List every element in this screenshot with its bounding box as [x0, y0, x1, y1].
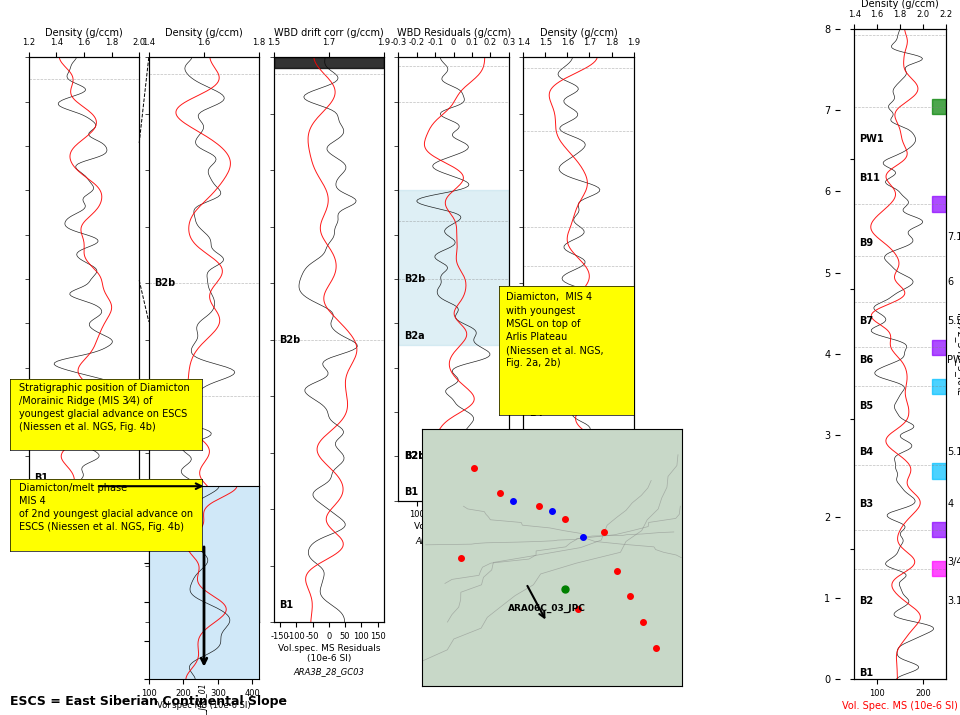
Text: B1: B1 [279, 600, 293, 610]
Text: ARA3B_28B_GC01: ARA3B_28B_GC01 [416, 536, 492, 545]
X-axis label: Vol.spec. MS (10e-6 SI): Vol.spec. MS (10e-6 SI) [32, 522, 136, 531]
Text: B1: B1 [35, 473, 48, 483]
Text: B3: B3 [529, 448, 542, 458]
Text: 5.1*: 5.1* [948, 447, 960, 456]
Text: B2a: B2a [155, 391, 175, 401]
X-axis label: Density (g/ccm): Density (g/ccm) [861, 0, 939, 9]
X-axis label: Vol.spec. MS loop
(10e-6 SI): Vol.spec. MS loop (10e-6 SI) [414, 522, 493, 541]
Text: B2a: B2a [404, 332, 424, 342]
X-axis label: Density (g/ccm): Density (g/ccm) [540, 28, 617, 38]
Bar [932, 463, 946, 479]
Bar [932, 561, 946, 576]
Text: B2b: B2b [404, 274, 425, 284]
Bar [932, 197, 946, 212]
Bar [932, 340, 946, 355]
Text: B5: B5 [859, 401, 873, 411]
Text: ARA06C_03_JPC: ARA06C_03_JPC [508, 604, 586, 613]
Text: ARA3B_27_GC03: ARA3B_27_GC03 [169, 667, 239, 676]
Text: B1: B1 [155, 600, 168, 610]
Text: B2b*: B2b* [404, 451, 430, 461]
Text: B2: B2 [529, 543, 542, 553]
Bar [274, 57, 384, 69]
Text: 6: 6 [948, 277, 953, 287]
Text: B2: B2 [859, 596, 873, 606]
Text: ARA3B_29_GC03: ARA3B_29_GC03 [543, 667, 613, 676]
Text: Stratigraphic position of Diamicton
/Morainic Ridge (MIS 3⁄4) of
youngest glacia: Stratigraphic position of Diamicton /Mor… [19, 383, 190, 432]
Bar [932, 379, 946, 394]
Text: Diamicton,  MIS 4
with youngest
MSGL on top of
Arlis Plateau
(Niessen et al. NGS: Diamicton, MIS 4 with youngest MSGL on t… [506, 292, 604, 368]
Text: Diamicton/melt phase
MIS 4
of 2nd youngest glacial advance on
ESCS (Niessen et a: Diamicton/melt phase MIS 4 of 2nd younge… [19, 483, 193, 532]
X-axis label: Vol spec MS (10e-6 SI): Vol spec MS (10e-6 SI) [157, 701, 251, 710]
Text: 3.1: 3.1 [948, 596, 960, 606]
Text: PS72_340_5_KAL: PS72_340_5_KAL [954, 312, 960, 395]
X-axis label: WBD drift corr (g/ccm): WBD drift corr (g/ccm) [274, 28, 384, 38]
Text: B1: B1 [404, 487, 418, 497]
Text: B6: B6 [859, 355, 873, 365]
Text: B2a: B2a [155, 420, 175, 429]
Text: B7: B7 [859, 317, 873, 326]
Text: B2b: B2b [279, 335, 300, 345]
X-axis label: Density (g/ccm): Density (g/ccm) [45, 28, 123, 38]
Text: B3: B3 [859, 498, 873, 508]
Text: B2b*: B2b* [404, 451, 430, 461]
Text: B1: B1 [859, 668, 873, 678]
X-axis label: Vol. Spec. MS (10e-6 SI): Vol. Spec. MS (10e-6 SI) [842, 701, 958, 711]
Text: B5: B5 [529, 374, 542, 384]
Text: 7.1: 7.1 [948, 232, 960, 242]
Text: B11: B11 [859, 173, 879, 183]
Text: B9: B9 [859, 238, 873, 248]
Text: ESCS = East Siberian Continental Slope: ESCS = East Siberian Continental Slope [10, 695, 287, 708]
Text: PW2: PW2 [948, 355, 960, 365]
Text: 4: 4 [948, 498, 953, 508]
Text: B2b: B2b [155, 278, 176, 288]
Bar [932, 99, 946, 114]
X-axis label: WBD Residuals (g/ccm): WBD Residuals (g/ccm) [396, 28, 511, 38]
X-axis label: Vol.spec. MS loop (10e-6 SI): Vol.spec. MS loop (10e-6 SI) [516, 644, 641, 653]
X-axis label: Vol.spec. MS Residuals
(10e-6 SI): Vol.spec. MS Residuals (10e-6 SI) [277, 644, 380, 663]
Bar [932, 522, 946, 538]
Text: ARA3B_28_GC03: ARA3B_28_GC03 [294, 667, 364, 676]
X-axis label: Density (g/ccm): Density (g/ccm) [165, 28, 243, 38]
Text: 5.5: 5.5 [948, 317, 960, 326]
X-axis label: Vol.spec. MS loop
(10e-6 SI): Vol.spec. MS loop (10e-6 SI) [164, 644, 244, 663]
Text: B6: B6 [529, 335, 542, 345]
Text: B4: B4 [529, 408, 542, 418]
Bar [398, 190, 509, 345]
Text: 3/4*: 3/4* [948, 557, 960, 567]
Text: B4: B4 [859, 447, 873, 456]
Text: ARA3B_26_GC03: ARA3B_26_GC03 [49, 536, 119, 545]
Text: PW1: PW1 [859, 134, 883, 144]
Text: B1: B1 [529, 606, 542, 616]
Text: ARA06C__JPC_01: ARA06C__JPC_01 [200, 683, 208, 715]
Text: B7: B7 [529, 290, 542, 300]
